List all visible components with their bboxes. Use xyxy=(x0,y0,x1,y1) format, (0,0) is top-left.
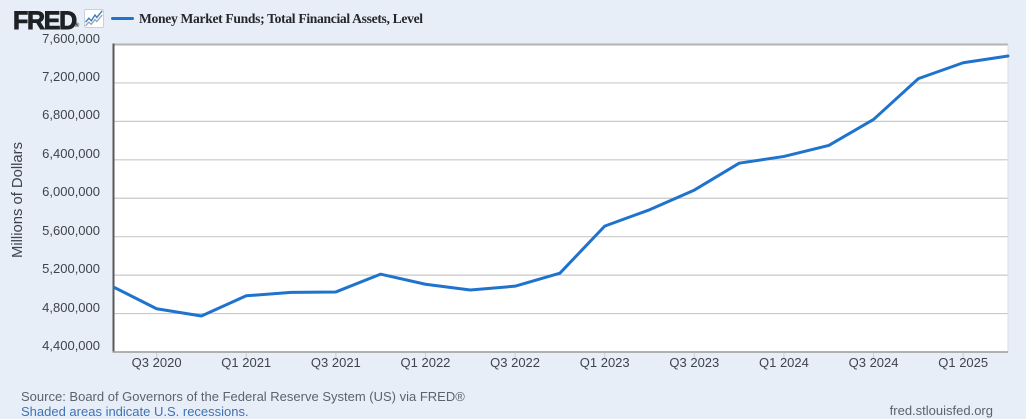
x-tick-label: Q1 2023 xyxy=(579,354,630,370)
fred-site-url[interactable]: fred.stlouisfed.org xyxy=(889,403,993,418)
recessions-note-link[interactable]: Shaded areas indicate U.S. recessions. xyxy=(21,404,249,419)
y-tick-label: 4,400,000 xyxy=(42,338,100,353)
legend-line-swatch xyxy=(111,17,134,21)
x-tick-label: Q3 2024 xyxy=(848,354,899,370)
y-tick-label: 7,200,000 xyxy=(42,68,100,84)
x-tick-label: Q1 2022 xyxy=(400,354,451,370)
legend-series-label: Money Market Funds; Total Financial Asse… xyxy=(139,11,423,26)
x-tick-label: Q3 2022 xyxy=(490,354,541,370)
data-line xyxy=(113,54,1010,318)
y-tick-label: 6,800,000 xyxy=(42,107,100,123)
registered-trademark-icon: ® xyxy=(74,22,80,29)
y-tick-label: 6,400,000 xyxy=(42,145,100,161)
x-tick-label: Q1 2021 xyxy=(221,354,272,370)
x-tick-label: Q3 2021 xyxy=(310,354,361,370)
y-tick-label: 6,000,000 xyxy=(42,184,100,200)
y-tick-label: 4,800,000 xyxy=(42,299,100,315)
fred-logo-chart-icon xyxy=(84,9,104,28)
y-tick-label: 7,600,000 xyxy=(42,30,100,46)
y-tick-label: 5,600,000 xyxy=(42,222,100,238)
x-tick-label: Q1 2024 xyxy=(759,354,809,370)
fred-logo-text: FRED xyxy=(13,7,78,36)
line-chart-icon xyxy=(84,10,103,27)
source-attribution: Source: Board of Governors of the Federa… xyxy=(21,389,465,404)
x-tick-label: Q1 2025 xyxy=(938,354,989,370)
fred-logo[interactable]: FRED ® xyxy=(13,7,80,36)
y-tick-label: 5,200,000 xyxy=(42,261,100,277)
x-tick-label: Q3 2023 xyxy=(669,354,720,370)
x-tick-label: Q3 2020 xyxy=(131,354,182,370)
